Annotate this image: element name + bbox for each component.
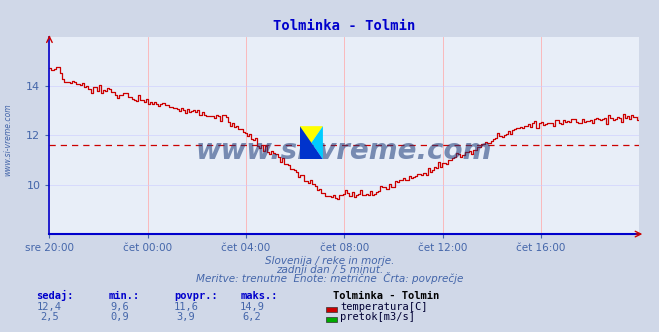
Text: 12,4: 12,4 <box>37 302 62 312</box>
Text: maks.:: maks.: <box>241 291 278 301</box>
Text: www.si-vreme.com: www.si-vreme.com <box>3 103 13 176</box>
Text: Slovenija / reke in morje.: Slovenija / reke in morje. <box>265 256 394 266</box>
Text: www.si-vreme.com: www.si-vreme.com <box>196 137 492 165</box>
Polygon shape <box>312 126 323 159</box>
Text: 9,6: 9,6 <box>111 302 129 312</box>
Text: sedaj:: sedaj: <box>36 290 74 301</box>
Text: 6,2: 6,2 <box>243 312 261 322</box>
Title: Tolminka - Tolmin: Tolminka - Tolmin <box>273 19 416 33</box>
Polygon shape <box>300 126 323 159</box>
Text: Tolminka - Tolmin: Tolminka - Tolmin <box>333 291 439 301</box>
Text: 3,9: 3,9 <box>177 312 195 322</box>
Text: min.:: min.: <box>109 291 140 301</box>
Text: 14,9: 14,9 <box>239 302 264 312</box>
Text: 0,9: 0,9 <box>111 312 129 322</box>
Text: 2,5: 2,5 <box>40 312 59 322</box>
Text: pretok[m3/s]: pretok[m3/s] <box>340 312 415 322</box>
Text: temperatura[C]: temperatura[C] <box>340 302 428 312</box>
Text: povpr.:: povpr.: <box>175 291 218 301</box>
Text: 11,6: 11,6 <box>173 302 198 312</box>
Polygon shape <box>300 126 323 159</box>
Text: zadnji dan / 5 minut.: zadnji dan / 5 minut. <box>276 265 383 275</box>
Text: Meritve: trenutne  Enote: metrične  Črta: povprečje: Meritve: trenutne Enote: metrične Črta: … <box>196 272 463 284</box>
